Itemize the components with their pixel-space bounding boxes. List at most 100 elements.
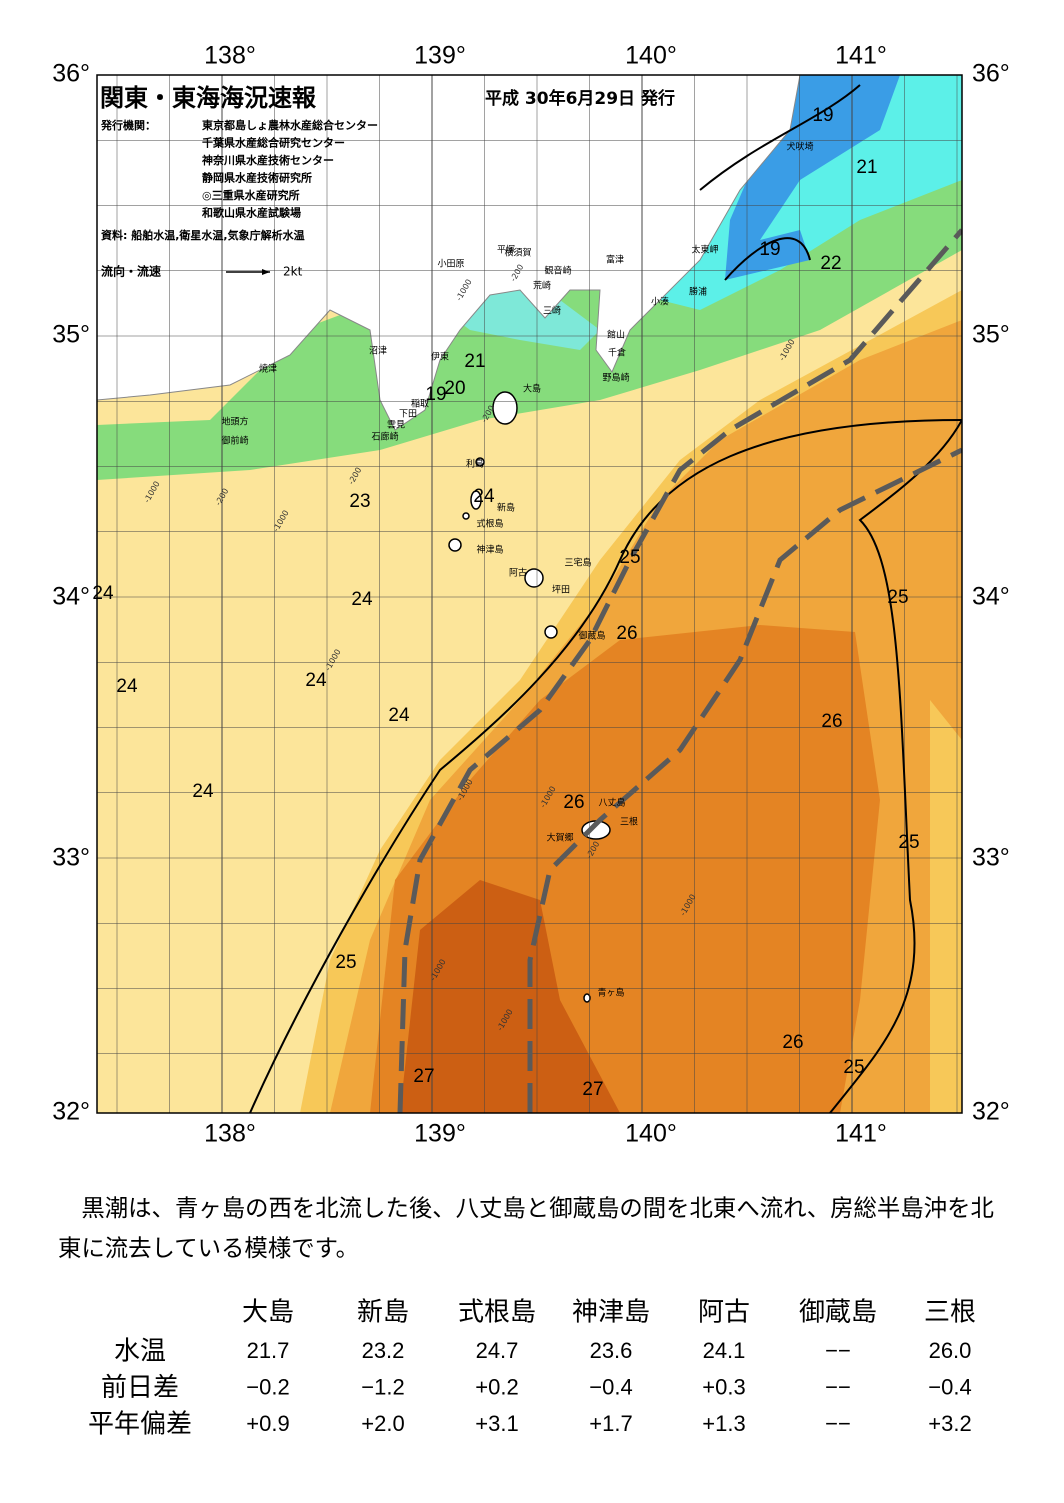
place-name: 青ヶ島: [597, 987, 624, 999]
lon-label: 141°: [835, 42, 887, 70]
temperature-label: 25: [619, 547, 640, 568]
table-cell: +2.0: [361, 1411, 404, 1436]
lat-label: 32°: [972, 1098, 1010, 1126]
place-name: 富津: [606, 254, 624, 266]
temperature-label: 27: [413, 1066, 434, 1087]
table-cell: +0.9: [246, 1411, 289, 1436]
table-cell: 24.1: [703, 1338, 746, 1363]
lat-label: 34°: [52, 583, 90, 611]
place-name: 三根: [620, 816, 638, 828]
row-label: 水温: [114, 1337, 166, 1367]
isotherms: [249, 84, 962, 1113]
flow-arrow-head: [262, 269, 270, 275]
temperature-label: 26: [782, 1032, 803, 1053]
flow-label: 流向・流速: [101, 264, 161, 279]
place-name: 地頭方: [221, 416, 248, 428]
place-name: 観音崎: [544, 265, 571, 277]
table-cell: 23.2: [362, 1338, 405, 1363]
temperature-label: 24: [92, 583, 114, 604]
lat-label: 33°: [972, 844, 1010, 872]
table-cell: −1.2: [361, 1374, 404, 1399]
temperature-label: 23: [349, 491, 370, 512]
temperature-label: 26: [821, 711, 842, 732]
temperature-label: 25: [843, 1057, 864, 1078]
lon-label: 138°: [204, 42, 256, 70]
lat-label: 33°: [52, 844, 90, 872]
place-name: 平塚: [497, 245, 515, 256]
place-name: 太東岬: [691, 244, 718, 256]
table-cell: +3.2: [928, 1411, 971, 1436]
temperature-label: 25: [898, 832, 919, 853]
temperature-label: 25: [887, 587, 908, 608]
row-label: 前日差: [101, 1373, 179, 1403]
lat-label: 35°: [52, 321, 90, 349]
description: 黒潮は、青ヶ島の西を北流した後、八丈島と御蔵島の間を北東へ流れ、房総半島沖を北東…: [58, 1194, 994, 1262]
table-header: 新島: [357, 1298, 409, 1328]
table-header: 三根: [924, 1298, 976, 1328]
place-name: 小湊: [651, 296, 669, 308]
flow-scale: 2kt: [283, 265, 303, 279]
sea-zone: [400, 880, 620, 1113]
table-cell: 21.7: [247, 1338, 290, 1363]
place-name: 新島: [497, 502, 515, 514]
temperature-label: 24: [116, 676, 138, 697]
temperature-label: 27: [582, 1079, 603, 1100]
table-cell: −−: [825, 1374, 851, 1399]
place-name: 三宅島: [564, 557, 591, 569]
agency: 東京都島しょ農林水産総合センター: [202, 118, 378, 132]
lon-label: 140°: [625, 1120, 677, 1148]
place-name: 稲取: [411, 398, 429, 410]
map-frame: [96, 74, 963, 1114]
table-cell: +1.3: [702, 1411, 745, 1436]
table-cell: +1.7: [589, 1411, 632, 1436]
place-name: 式根島: [476, 518, 503, 530]
place-name: 大賀郷: [546, 832, 573, 844]
temperature-label: 24: [473, 486, 495, 507]
place-name: 神津島: [476, 544, 503, 556]
lon-label: 139°: [414, 42, 466, 70]
table-header: 大島: [242, 1298, 294, 1328]
temperature-label: 19: [759, 239, 780, 260]
place-name: 坪田: [552, 585, 570, 596]
place-name: 下田: [399, 409, 417, 420]
table-cell: +3.1: [475, 1411, 518, 1436]
place-name: 犬吠埼: [786, 141, 813, 153]
row-label: 平年偏差: [88, 1410, 192, 1440]
temperature-label: 19: [812, 105, 833, 126]
place-name: 利島: [466, 458, 484, 470]
temperature-label: 26: [563, 792, 584, 813]
temperature-label: 21: [464, 351, 485, 372]
place-name: 石廊崎: [371, 431, 398, 443]
table-cell: +0.2: [475, 1374, 518, 1399]
table-cell: −0.4: [928, 1374, 971, 1399]
table-cell: 23.6: [590, 1338, 633, 1363]
place-name: 千倉: [608, 347, 626, 359]
agency: 静岡県水産技術研究所: [202, 171, 312, 185]
table-cell: −0.4: [589, 1374, 632, 1399]
kuroshio-axis: [397, 228, 962, 1113]
lon-label: 138°: [204, 1120, 256, 1148]
temperature-label: 24: [305, 670, 327, 691]
agency: 千葉県水産総合研究センター: [202, 136, 345, 150]
temperature-label: 21: [856, 157, 877, 178]
land: [97, 75, 801, 431]
place-name: 雲見: [387, 420, 405, 431]
agencies-label: 発行機関：: [100, 118, 156, 132]
table-header: 神津島: [572, 1298, 650, 1328]
place-name: 沼津: [369, 346, 387, 357]
temperature-label: 19: [425, 384, 446, 405]
table-cell: +0.3: [702, 1374, 745, 1399]
table-cell: 24.7: [476, 1338, 519, 1363]
labels: 東京都島しょ農林水産総合センター千葉県水産総合研究センター神奈川県水産技術センタ…: [52, 42, 1010, 1148]
lat-label: 35°: [972, 321, 1010, 349]
title: 関東・東海海況速報: [100, 84, 317, 112]
lat-label: 34°: [972, 583, 1010, 611]
lon-label: 141°: [835, 1120, 887, 1148]
place-name: 伊東: [431, 351, 449, 363]
place-name: 勝浦: [689, 286, 707, 298]
table-cell: −0.2: [246, 1374, 289, 1399]
table-cell: −−: [825, 1411, 851, 1436]
temperature-label: 24: [192, 781, 214, 802]
